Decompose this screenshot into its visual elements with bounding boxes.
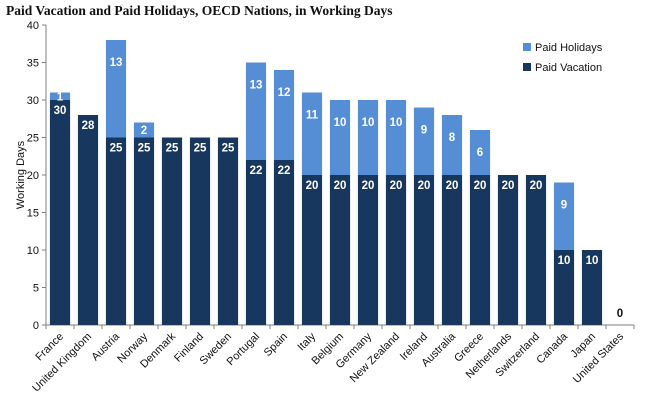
x-tick-label: Canada: [534, 330, 570, 366]
y-tick-label: 0: [33, 320, 39, 332]
data-label-paid-vacation: 25: [110, 143, 123, 155]
bar-paid-holidays: [49, 92, 71, 100]
bar-labels: 30 1 28 25 13 25 2 25 25 25 22 13 22 12 20 11 20 10 20 10 20…: [54, 57, 624, 320]
x-tick-label: New Zealand: [348, 331, 402, 385]
x-tick-label: Italy: [295, 330, 318, 353]
bar-paid-vacation: [245, 160, 267, 325]
data-label-paid-holidays: 10: [362, 117, 375, 129]
chart-title: Paid Vacation and Paid Holidays, OECD Na…: [6, 3, 393, 18]
data-label-paid-holidays: 1: [57, 91, 64, 103]
data-label-paid-vacation: 22: [278, 165, 291, 177]
data-label-paid-holidays: 12: [278, 87, 291, 99]
data-label-paid-vacation: 30: [54, 105, 67, 117]
bar-paid-holidays: [273, 70, 295, 160]
legend-swatch: [523, 43, 531, 51]
x-tick-label: United States: [571, 330, 627, 386]
y-tick-label: 35: [27, 58, 39, 70]
data-label-paid-holidays: 9: [421, 125, 427, 137]
data-label-paid-vacation: 28: [82, 120, 95, 132]
data-label-paid-holidays: 13: [250, 80, 263, 92]
legend-swatch: [523, 63, 531, 71]
bar-paid-vacation: [525, 175, 547, 325]
bar-paid-holidays: [105, 40, 127, 138]
y-tick-label: 40: [27, 20, 39, 32]
data-label-paid-vacation: 20: [334, 180, 347, 192]
bar-paid-vacation: [217, 137, 239, 325]
data-label-paid-vacation: 20: [418, 180, 431, 192]
bar-paid-vacation: [301, 175, 323, 325]
bar-paid-vacation: [273, 160, 295, 325]
y-axis-title: Working Days: [15, 140, 27, 209]
y-tick-label: 5: [33, 283, 39, 295]
y-tick-label: 10: [27, 245, 39, 257]
bar-paid-vacation: [133, 137, 155, 325]
bar-paid-vacation: [161, 137, 183, 325]
bar-paid-vacation: [385, 175, 407, 325]
bar-paid-vacation: [357, 175, 379, 325]
legend: Paid Holidays Paid Vacation: [523, 42, 603, 74]
data-label-paid-holidays: 11: [306, 110, 319, 122]
data-label-paid-holidays: 10: [334, 117, 347, 129]
data-label-paid-vacation: 20: [306, 180, 319, 192]
data-label-paid-holidays: 2: [141, 125, 147, 137]
data-label-paid-vacation: 10: [558, 255, 571, 267]
bar-paid-holidays: [357, 100, 379, 175]
data-label-paid-vacation: 10: [586, 255, 599, 267]
data-label-paid-vacation: 0: [617, 308, 623, 320]
bar-paid-vacation: [497, 175, 519, 325]
data-label-paid-vacation: 25: [222, 143, 235, 155]
y-tick-label: 20: [27, 170, 39, 182]
data-label-paid-vacation: 20: [446, 180, 459, 192]
bar-paid-vacation: [441, 175, 463, 325]
bars: [49, 40, 603, 325]
bar-paid-vacation: [553, 250, 575, 325]
y-tick-label: 25: [27, 133, 39, 145]
data-label-paid-holidays: 6: [477, 147, 483, 159]
x-tick-label: Spain: [262, 331, 290, 359]
data-label-paid-vacation: 20: [502, 180, 515, 192]
data-label-paid-vacation: 25: [138, 143, 151, 155]
data-label-paid-holidays: 13: [110, 57, 123, 69]
bar-paid-holidays: [413, 107, 435, 175]
bar-paid-vacation: [189, 137, 211, 325]
y-tick-label: 30: [27, 95, 39, 107]
bar-paid-vacation: [49, 100, 71, 325]
data-label-paid-holidays: 10: [390, 117, 403, 129]
legend-entry-label: Paid Holidays: [535, 42, 603, 54]
bar-paid-vacation: [77, 115, 99, 325]
bar-paid-holidays: [553, 182, 575, 250]
bar-paid-holidays: [329, 100, 351, 175]
data-label-paid-vacation: 20: [362, 180, 375, 192]
bar-paid-vacation: [413, 175, 435, 325]
data-label-paid-holidays: 8: [449, 132, 456, 144]
bar-paid-vacation: [469, 175, 491, 325]
data-label-paid-vacation: 22: [250, 165, 263, 177]
bar-paid-holidays: [133, 122, 155, 138]
bar-paid-holidays: [469, 130, 491, 175]
bar-paid-vacation: [581, 250, 603, 325]
bar-paid-holidays: [441, 115, 463, 175]
legend-entry-label: Paid Vacation: [535, 62, 602, 74]
bar-paid-holidays: [385, 100, 407, 175]
data-label-paid-vacation: 25: [194, 143, 207, 155]
data-label-paid-vacation: 20: [530, 180, 543, 192]
data-label-paid-holidays: 9: [561, 200, 567, 212]
y-tick-label: 15: [27, 208, 39, 220]
bar-paid-holidays: [301, 92, 323, 175]
data-label-paid-vacation: 20: [474, 180, 487, 192]
bar-paid-vacation: [105, 137, 127, 325]
bar-paid-holidays: [245, 62, 267, 160]
data-label-paid-vacation: 20: [390, 180, 403, 192]
bar-paid-vacation: [329, 175, 351, 325]
data-label-paid-vacation: 25: [166, 143, 179, 155]
